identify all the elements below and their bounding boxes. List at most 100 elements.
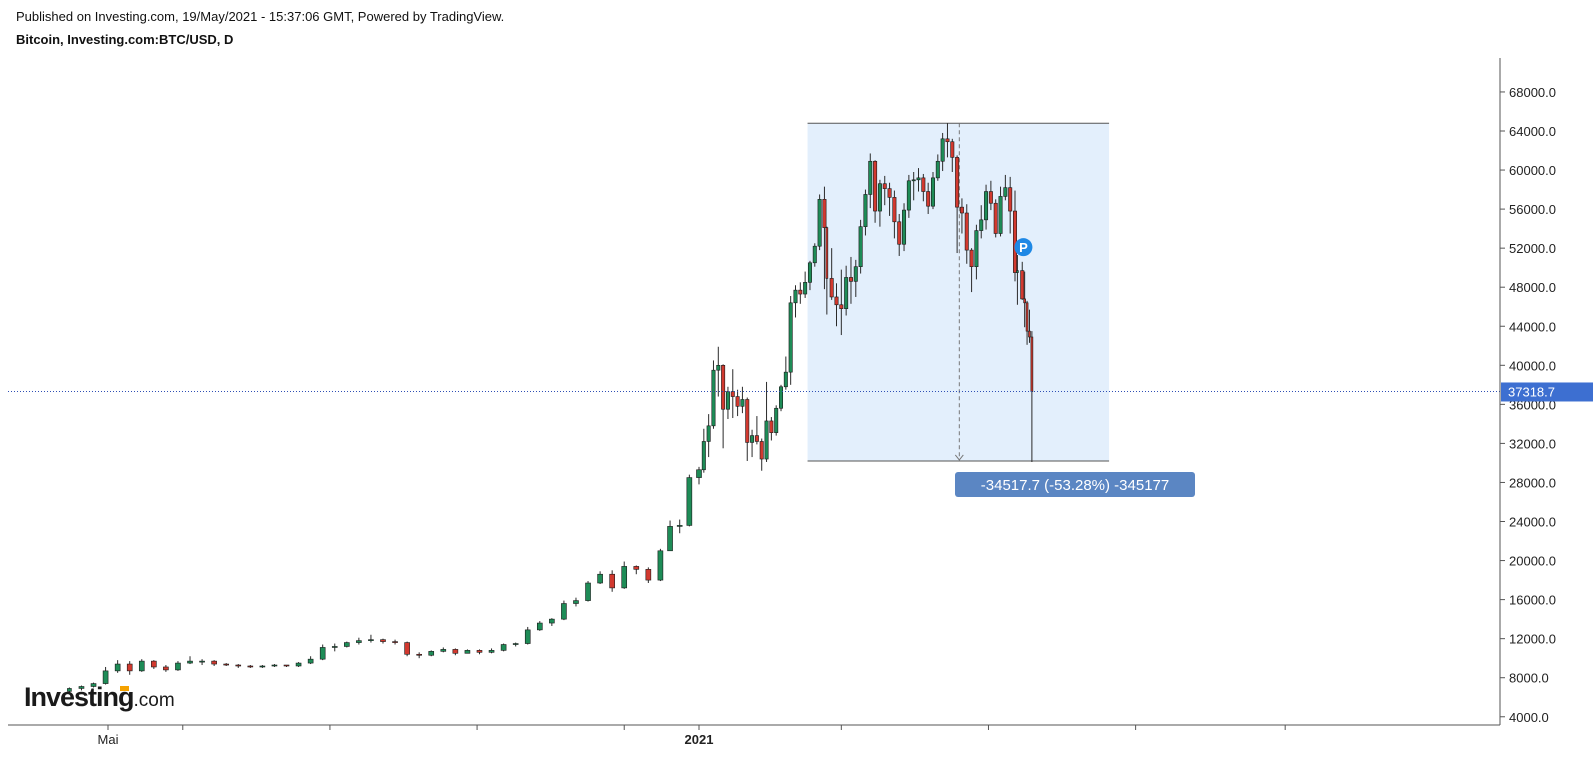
candle — [1028, 309, 1031, 343]
candle — [1016, 254, 1019, 305]
candle-body — [853, 266, 858, 282]
candle — [759, 438, 764, 471]
candle — [416, 652, 422, 659]
candle — [803, 271, 808, 298]
candle-body — [769, 420, 774, 433]
candle-body — [1025, 302, 1029, 332]
candle-body — [151, 660, 157, 668]
candle — [730, 369, 735, 419]
candle — [1025, 300, 1029, 345]
candle — [863, 189, 868, 236]
y-tick-label: 56000.0 — [1509, 202, 1556, 217]
candle — [897, 213, 902, 256]
candle-body — [585, 582, 591, 601]
candle-body — [803, 282, 808, 295]
candle — [67, 687, 72, 693]
candle — [175, 661, 181, 671]
y-tick-label: 44000.0 — [1509, 319, 1556, 334]
candle-body — [621, 566, 628, 589]
candle-body — [561, 603, 567, 620]
candle — [90, 682, 97, 688]
candle-body — [969, 249, 974, 268]
candle — [779, 384, 784, 412]
candle — [882, 175, 887, 206]
candle-body — [774, 407, 779, 433]
candle — [969, 248, 974, 293]
candle — [667, 520, 673, 552]
candle-body — [500, 644, 507, 651]
candle — [902, 203, 907, 252]
candle — [812, 243, 817, 267]
candle — [750, 429, 755, 458]
candle-body — [964, 212, 969, 251]
candle-body — [829, 278, 834, 298]
candle-body — [428, 651, 435, 656]
candle — [998, 186, 1003, 237]
candle — [984, 184, 989, 230]
y-tick-label: 24000.0 — [1509, 515, 1556, 530]
candle-body — [974, 230, 979, 268]
candle-body — [858, 226, 863, 268]
candle-body — [271, 664, 278, 667]
y-tick-label: 28000.0 — [1509, 475, 1556, 490]
candle — [621, 561, 628, 589]
y-tick-label: 52000.0 — [1509, 241, 1556, 256]
candle-body — [844, 277, 849, 309]
candle-body — [940, 138, 945, 162]
candle — [464, 649, 471, 654]
candle-body — [356, 640, 362, 643]
candle — [1003, 174, 1008, 201]
candle-body — [247, 665, 254, 668]
candle — [452, 648, 459, 656]
candle — [440, 647, 447, 653]
current-price-label-box — [1501, 382, 1593, 402]
candle-body — [750, 435, 755, 443]
candle — [549, 618, 555, 626]
candle-body — [549, 618, 555, 624]
y-tick-label: 4000.0 — [1509, 710, 1549, 725]
axis-layer: 68000.0 64000.0 60000.0 56000.0 52000.0 48000… — [8, 58, 1593, 747]
marker-p-icon[interactable] — [1014, 238, 1033, 257]
y-tick-label: 32000.0 — [1509, 436, 1556, 451]
candle-body — [211, 660, 217, 665]
x-tick-label: Mai — [98, 732, 119, 747]
candle-body — [259, 665, 266, 668]
candle — [873, 160, 878, 223]
candle-body — [114, 663, 121, 672]
candle — [271, 664, 278, 667]
candle-body — [163, 666, 169, 671]
candle — [706, 414, 711, 458]
candle — [974, 224, 979, 280]
candle-body — [524, 629, 531, 644]
candle — [817, 194, 822, 251]
candle — [500, 643, 507, 652]
candle — [716, 346, 721, 397]
candle — [829, 248, 834, 300]
candle-body — [745, 399, 750, 443]
candle — [769, 417, 774, 441]
candle — [711, 360, 716, 429]
candle-body — [78, 686, 85, 689]
candle — [955, 155, 960, 254]
candle — [585, 581, 591, 602]
candle — [247, 665, 254, 668]
candle — [848, 256, 853, 304]
candle — [701, 428, 706, 473]
instrument-title: Bitcoin, Investing.com:BTC/USD, D — [16, 32, 234, 47]
candle — [988, 180, 993, 211]
candle-body — [67, 688, 72, 692]
candle-body — [138, 660, 145, 672]
candle-body — [754, 435, 759, 442]
candle — [1008, 176, 1013, 234]
candle — [645, 567, 652, 584]
candle — [945, 123, 950, 158]
candle-body — [779, 386, 784, 409]
candle-body — [223, 663, 229, 666]
candle — [926, 182, 931, 214]
y-tick-label: 8000.0 — [1509, 671, 1549, 686]
candle-body — [807, 262, 812, 283]
candle-body — [633, 566, 640, 570]
candle — [561, 600, 567, 621]
candle-body — [452, 649, 459, 654]
